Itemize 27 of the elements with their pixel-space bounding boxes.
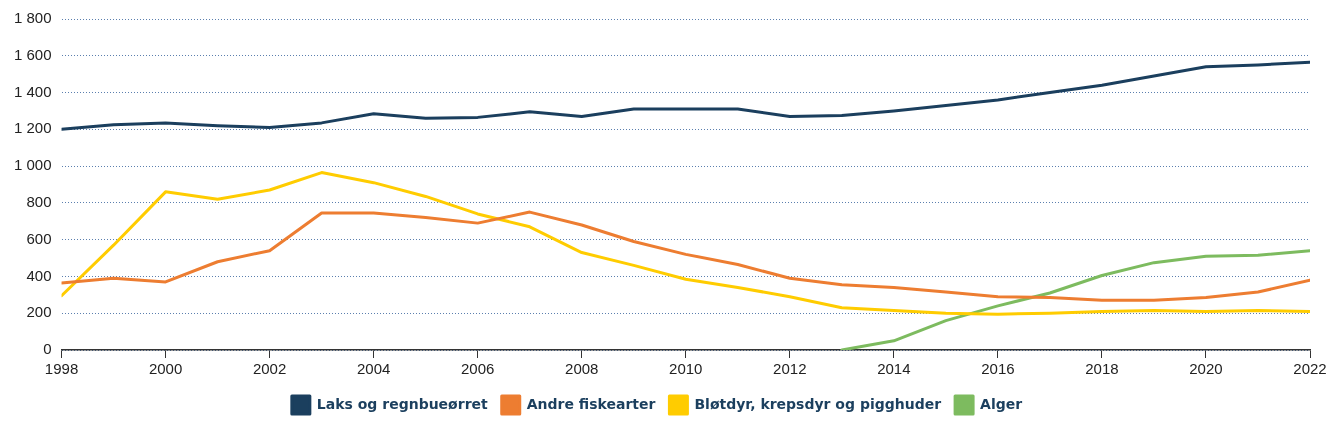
y-tick-label: 1 200	[13, 119, 52, 137]
x-tick-label: 2010	[669, 360, 703, 378]
y-tick-label: 1 600	[13, 45, 52, 63]
x-tick-label: 2006	[461, 360, 495, 378]
y-tick-label: 400	[26, 266, 52, 284]
y-tick-label: 1 800	[13, 9, 52, 27]
x-tick-label: 2012	[773, 360, 807, 378]
x-tick-label: 2008	[565, 360, 599, 378]
y-tick-label: 0	[43, 340, 52, 358]
legend-label: Alger	[980, 395, 1023, 412]
y-tick-label: 600	[26, 229, 52, 247]
y-tick-label: 1 000	[13, 156, 52, 174]
y-tick-label: 1 400	[13, 82, 52, 100]
x-tick-label: 2004	[356, 360, 391, 378]
x-tick-label: 2022	[1293, 360, 1327, 378]
x-tick-label: 2018	[1085, 360, 1119, 378]
x-tick-label: 2014	[877, 360, 911, 378]
x-tick-label: 2000	[148, 360, 183, 378]
x-tick-label: 2002	[252, 360, 287, 378]
x-tick-label: 1998	[44, 360, 79, 378]
y-tick-label: 800	[26, 193, 52, 211]
legend-label: Andre fiskearter	[526, 395, 656, 412]
x-tick-label: 2020	[1189, 360, 1223, 378]
x-tick-label: 2016	[981, 360, 1015, 378]
y-tick-label: 200	[26, 303, 52, 321]
legend-label: Bløtdyr, krepsdyr og pigghuder	[694, 395, 942, 412]
legend-label: Laks og regnbueørret	[316, 395, 489, 412]
